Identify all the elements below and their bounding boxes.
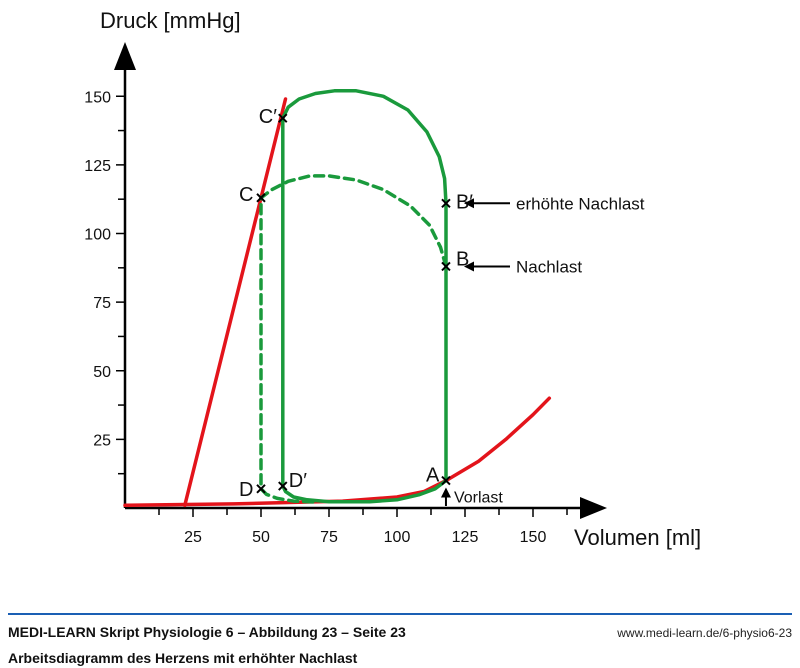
annotation-arrowhead-icon: [464, 198, 474, 209]
footer-url[interactable]: www.medi-learn.de/6-physio6-23: [617, 626, 792, 640]
x-tick-label: 125: [452, 529, 479, 546]
x-tick-label: 150: [520, 529, 547, 546]
point-label-C′: C′: [259, 106, 277, 128]
series-normale-nachlast: [259, 174, 448, 504]
point-label-D: D: [239, 479, 253, 501]
point-marker-icon: [256, 484, 266, 494]
point-marker-icon: [441, 475, 451, 486]
y-tick-label: 75: [93, 295, 111, 312]
series-espvr: [183, 97, 288, 508]
point-label-C: C: [239, 184, 253, 206]
x-tick-label: 75: [320, 529, 338, 546]
x-tick-label: 100: [384, 529, 411, 546]
point-marker-icon: [441, 198, 451, 209]
annotation-arrowhead-icon: [464, 261, 474, 272]
point-marker-icon: [278, 481, 288, 491]
series-erh-hte-nachlast: [281, 89, 448, 504]
x-axis-arrow-icon: [580, 497, 607, 519]
point-label-A: A: [426, 465, 440, 487]
y-tick-label: 25: [93, 432, 111, 449]
pv-loop-chart: Druck [mmHg] Volumen [ml] 25 50 75 100 125 150 2…: [84, 8, 701, 550]
y-tick-label: 50: [93, 364, 111, 381]
y-axis-label: Druck [mmHg]: [100, 8, 241, 33]
y-tick-label: 125: [84, 158, 111, 175]
point-label-D′: D′: [289, 470, 307, 492]
point-label-B: B: [456, 248, 469, 270]
annotation-label: Vorlast: [454, 490, 503, 507]
annotation-label: erhöhte Nachlast: [516, 194, 645, 213]
point-label-B′: B′: [456, 191, 473, 213]
x-axis-label: Volumen [ml]: [574, 525, 701, 550]
y-tick-label: 100: [84, 227, 111, 244]
footer-divider: [8, 613, 792, 615]
y-tick-label: 150: [84, 89, 111, 106]
y-axis-arrow-icon: [114, 42, 136, 70]
point-marker-icon: [256, 193, 266, 203]
point-marker-icon: [441, 261, 451, 272]
footer-subtitle: Arbeitsdiagramm des Herzens mit erhöhter…: [8, 650, 358, 666]
series-edpvr: [123, 396, 552, 508]
annotation-arrowhead-icon: [440, 487, 451, 498]
point-marker-icon: [278, 113, 288, 123]
x-tick-label: 25: [184, 529, 202, 546]
annotation-label: Nachlast: [516, 257, 582, 276]
footer-title: MEDI-LEARN Skript Physiologie 6 – Abbild…: [8, 624, 406, 640]
x-tick-label: 50: [252, 529, 270, 546]
